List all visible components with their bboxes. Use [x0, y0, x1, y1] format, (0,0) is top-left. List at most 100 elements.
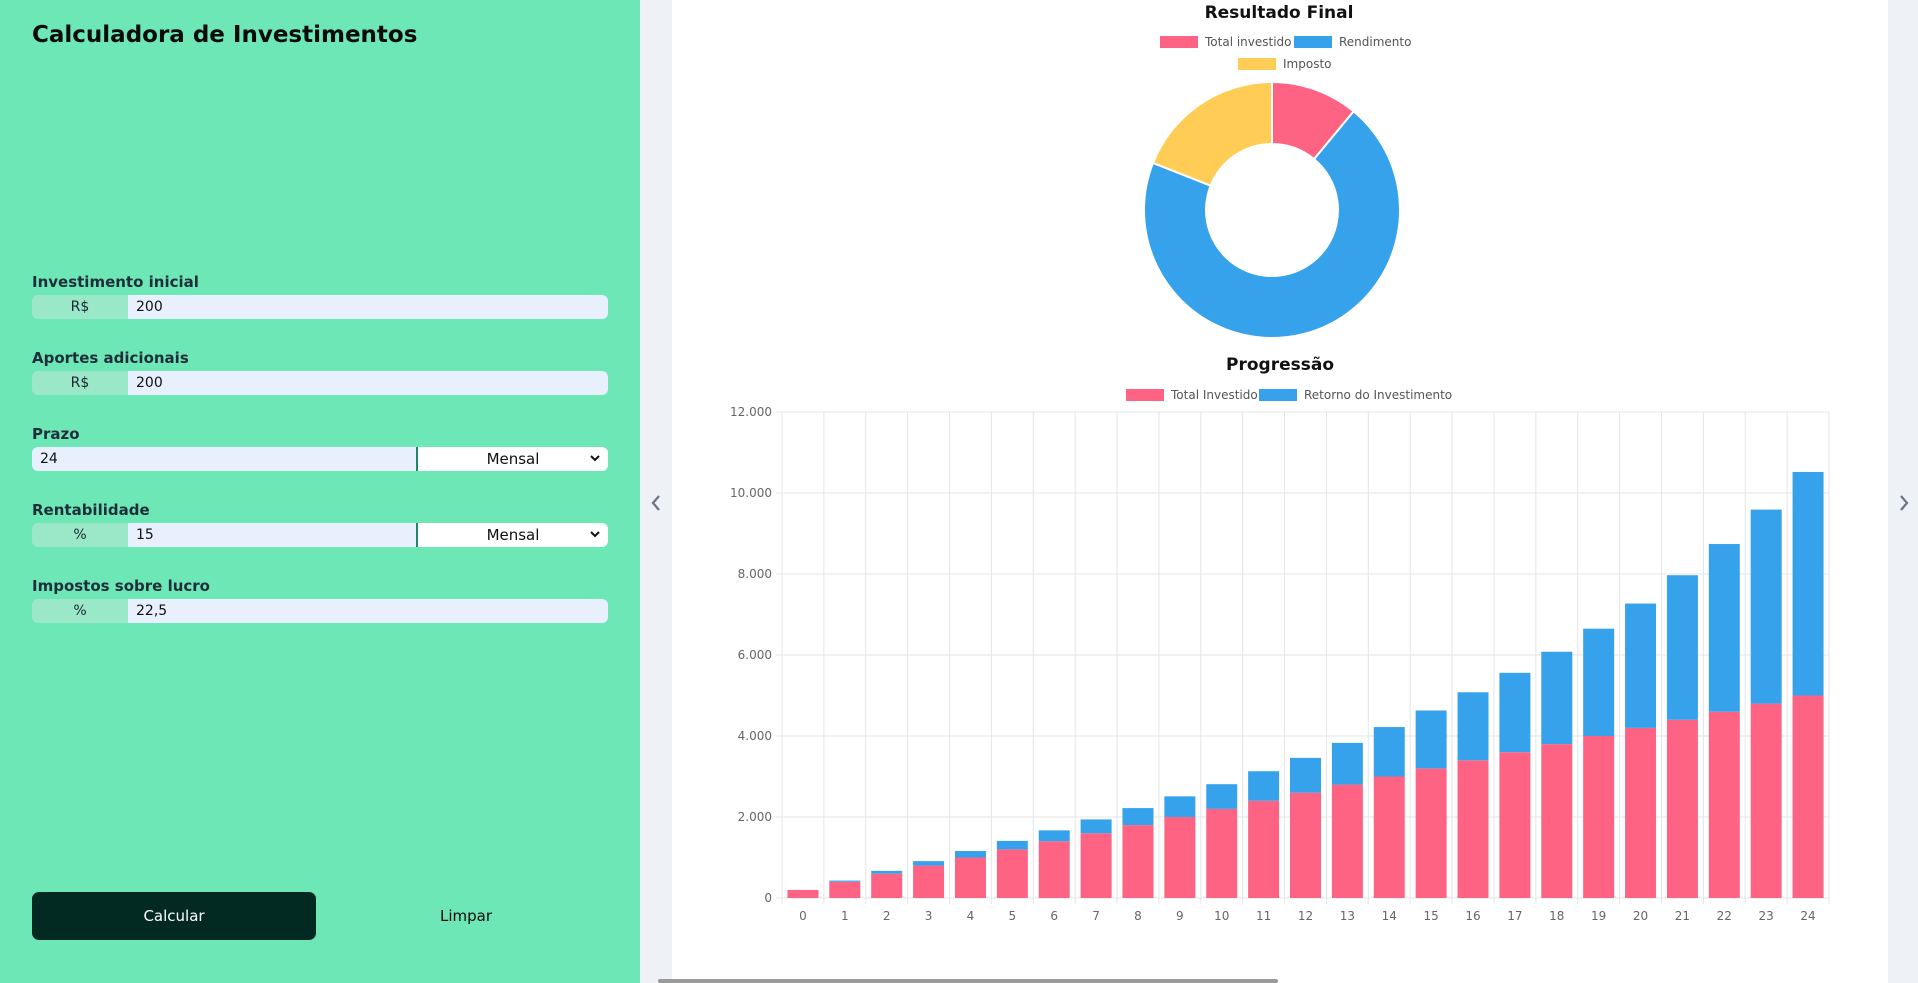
bar-total-investido-2[interactable] — [871, 873, 903, 898]
bar-retorno-8[interactable] — [1122, 808, 1154, 826]
x-tick-label: 10 — [1214, 909, 1229, 923]
bar-retorno-11[interactable] — [1248, 771, 1280, 801]
x-tick-label: 16 — [1465, 909, 1480, 923]
x-tick-label: 8 — [1134, 909, 1142, 923]
legend-swatch — [1238, 58, 1276, 70]
legend-imposto[interactable]: Imposto — [1238, 57, 1332, 71]
bar-total-investido-6[interactable] — [1038, 841, 1070, 898]
bar-retorno-2[interactable] — [871, 870, 903, 874]
clear-button[interactable]: Limpar — [324, 892, 608, 940]
y-tick-label: 12.000 — [730, 405, 772, 419]
bar-total-investido-13[interactable] — [1331, 784, 1363, 898]
x-tick-label: 9 — [1176, 909, 1184, 923]
legend-label: Imposto — [1283, 57, 1332, 71]
additional-contributions-row: R$ — [32, 371, 608, 395]
bar-retorno-5[interactable] — [996, 840, 1028, 850]
legend-total-investido-bar[interactable]: Total Investido — [1126, 388, 1258, 402]
scrollbar-thumb[interactable] — [658, 979, 1278, 983]
donut-slice-rendimento[interactable] — [1144, 109, 1401, 339]
bar-total-investido-10[interactable] — [1206, 808, 1238, 898]
x-tick-label: 4 — [967, 909, 975, 923]
percent-prefix: % — [32, 523, 128, 547]
bar-total-investido-23[interactable] — [1750, 703, 1782, 898]
legend-retorno-investimento[interactable]: Retorno do Investimento — [1259, 388, 1452, 402]
bar-retorno-18[interactable] — [1541, 651, 1573, 745]
bar-total-investido-4[interactable] — [954, 857, 986, 899]
bar-total-investido-0[interactable] — [787, 889, 819, 898]
chevron-down-icon — [590, 531, 600, 538]
bar-total-investido-9[interactable] — [1164, 817, 1196, 898]
rate-unit-select[interactable]: Mensal — [416, 523, 608, 547]
bar-total-investido-11[interactable] — [1248, 800, 1280, 898]
bar-retorno-23[interactable] — [1750, 509, 1782, 704]
legend-swatch — [1126, 389, 1164, 401]
bar-retorno-9[interactable] — [1164, 796, 1196, 817]
bar-total-investido-7[interactable] — [1080, 833, 1112, 898]
bar-total-investido-3[interactable] — [913, 865, 945, 898]
bar-retorno-14[interactable] — [1373, 727, 1405, 777]
bar-total-investido-14[interactable] — [1373, 776, 1405, 899]
bar-retorno-24[interactable] — [1792, 471, 1824, 696]
rate-row: % Mensal — [32, 523, 608, 547]
chevron-left-icon[interactable] — [646, 488, 666, 518]
y-tick-label: 8.000 — [738, 567, 772, 581]
bar-total-investido-12[interactable] — [1290, 792, 1321, 898]
bar-total-investido-17[interactable] — [1499, 752, 1531, 898]
bar-retorno-15[interactable] — [1415, 710, 1447, 769]
legend-rendimento[interactable]: Rendimento — [1294, 35, 1411, 49]
bar-total-investido-5[interactable] — [996, 849, 1028, 898]
x-tick-label: 22 — [1717, 909, 1732, 923]
rate-field: Rentabilidade % Mensal — [32, 500, 608, 547]
bar-retorno-19[interactable] — [1583, 628, 1615, 736]
bar-total-investido-1[interactable] — [829, 881, 861, 898]
bar-retorno-3[interactable] — [913, 861, 945, 866]
bar-total-investido-24[interactable] — [1792, 695, 1824, 899]
bar-retorno-7[interactable] — [1080, 819, 1112, 834]
horizontal-scrollbar[interactable] — [640, 979, 1918, 983]
x-tick-label: 18 — [1549, 909, 1564, 923]
bar-retorno-12[interactable] — [1290, 757, 1321, 793]
bar-retorno-20[interactable] — [1625, 603, 1657, 728]
y-tick-label: 2.000 — [738, 810, 772, 824]
tax-field: Impostos sobre lucro % — [32, 576, 608, 623]
term-unit-select[interactable]: Mensal — [416, 447, 608, 471]
bar-retorno-22[interactable] — [1708, 544, 1740, 712]
rate-unit-value: Mensal — [486, 526, 540, 544]
bar-retorno-21[interactable] — [1666, 575, 1698, 720]
tax-label: Impostos sobre lucro — [32, 577, 210, 595]
bar-total-investido-19[interactable] — [1583, 736, 1615, 898]
chevron-down-icon — [590, 455, 600, 462]
bar-total-investido-21[interactable] — [1666, 719, 1698, 898]
additional-contributions-label: Aportes adicionais — [32, 349, 189, 367]
bar-retorno-6[interactable] — [1038, 830, 1070, 842]
bar-total-investido-16[interactable] — [1457, 760, 1489, 898]
rate-input[interactable] — [128, 523, 416, 547]
bar-total-investido-15[interactable] — [1415, 768, 1447, 898]
term-input[interactable] — [32, 447, 416, 471]
bar-retorno-13[interactable] — [1331, 742, 1363, 785]
bar-chart-title: Progressão — [1226, 355, 1334, 375]
y-tick-label: 10.000 — [730, 486, 772, 500]
x-tick-label: 17 — [1507, 909, 1522, 923]
bar-total-investido-8[interactable] — [1122, 825, 1154, 898]
x-tick-label: 3 — [925, 909, 933, 923]
bar-total-investido-22[interactable] — [1708, 711, 1740, 898]
calculate-button[interactable]: Calcular — [32, 892, 316, 940]
x-tick-label: 14 — [1382, 909, 1397, 923]
bar-retorno-17[interactable] — [1499, 672, 1531, 753]
term-row: Mensal — [32, 447, 608, 471]
chevron-right-icon[interactable] — [1894, 488, 1914, 518]
legend-total-investido[interactable]: Total investido — [1160, 35, 1292, 49]
bar-retorno-4[interactable] — [954, 851, 986, 858]
initial-investment-field: Investimento inicial R$ — [32, 272, 608, 319]
tax-input[interactable] — [128, 599, 608, 623]
bar-retorno-1[interactable] — [829, 880, 861, 882]
initial-investment-input[interactable] — [128, 295, 608, 319]
additional-contributions-input[interactable] — [128, 371, 608, 395]
bar-retorno-10[interactable] — [1206, 784, 1238, 809]
bar-total-investido-18[interactable] — [1541, 744, 1573, 898]
donut-slice-imposto[interactable] — [1151, 80, 1273, 188]
bar-retorno-16[interactable] — [1457, 692, 1489, 761]
bar-total-investido-20[interactable] — [1625, 727, 1657, 898]
